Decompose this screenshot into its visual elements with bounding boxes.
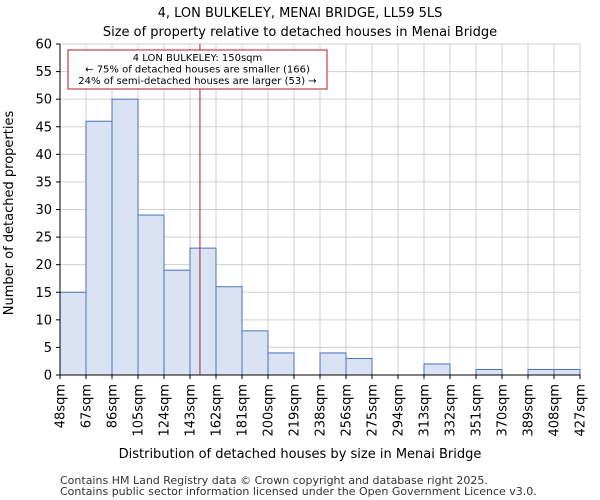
y-tick-label: 20 xyxy=(35,258,52,273)
bar xyxy=(267,352,295,376)
y-tick-label: 50 xyxy=(35,93,52,108)
y-tick-label: 45 xyxy=(35,120,52,135)
bar xyxy=(345,357,373,376)
y-tick-label: 0 xyxy=(44,369,52,384)
x-tick-label: 332sqm xyxy=(444,384,459,437)
footer-line-1: Contains HM Land Registry data © Crown c… xyxy=(60,474,488,487)
y-tick-label: 40 xyxy=(35,148,52,163)
annotation-line: ← 75% of detached houses are smaller (16… xyxy=(85,65,310,76)
chart-title: 4, LON BULKELEY, MENAI BRIDGE, LL59 5LS xyxy=(158,6,443,21)
y-tick-label: 10 xyxy=(35,313,52,328)
annotation-line: 24% of semi-detached houses are larger (… xyxy=(78,76,316,87)
bar xyxy=(475,368,503,376)
x-tick-label: 200sqm xyxy=(262,384,277,437)
y-tick-label: 55 xyxy=(35,65,52,80)
y-tick-label: 30 xyxy=(35,203,52,218)
bar xyxy=(85,120,113,376)
x-tick-label: 408sqm xyxy=(548,384,563,437)
bar xyxy=(111,98,139,376)
bar xyxy=(163,269,191,376)
x-tick-label: 219sqm xyxy=(288,384,303,437)
bar xyxy=(189,247,217,376)
bar xyxy=(319,352,347,376)
x-tick-label: 313sqm xyxy=(418,384,433,437)
x-tick-label: 389sqm xyxy=(522,384,537,437)
bar xyxy=(59,291,87,376)
x-tick-label: 67sqm xyxy=(80,384,95,428)
bars xyxy=(59,98,581,376)
y-tick-label: 25 xyxy=(35,231,52,246)
y-tick-label: 60 xyxy=(35,38,52,53)
footer-line-2: Contains public sector information licen… xyxy=(60,485,537,498)
x-axis-label: Distribution of detached houses by size … xyxy=(119,447,482,462)
bar xyxy=(553,368,581,376)
bar xyxy=(527,368,555,376)
y-tick-label: 15 xyxy=(35,286,52,301)
x-tick-label: 143sqm xyxy=(184,384,199,437)
x-tick-label: 256sqm xyxy=(340,384,355,437)
chart-subtitle: Size of property relative to detached ho… xyxy=(103,25,497,40)
x-tick-labels: 48sqm 67sqm 86sqm 105sqm 124sqm 143sqm 162sqm 1… xyxy=(54,375,589,437)
bar xyxy=(137,214,165,376)
y-tick-label: 5 xyxy=(44,341,52,356)
bar xyxy=(423,363,451,376)
x-tick-label: 48sqm xyxy=(54,384,69,428)
x-tick-label: 238sqm xyxy=(314,384,329,437)
property-marker: 4 LON BULKELEY: 150sqm← 75% of detached … xyxy=(67,44,328,375)
bar xyxy=(241,330,269,376)
x-tick-label: 162sqm xyxy=(210,384,225,437)
x-tick-label: 275sqm xyxy=(366,384,381,437)
annotation-box xyxy=(67,49,328,90)
x-tick-label: 294sqm xyxy=(392,384,407,437)
bar xyxy=(215,286,243,376)
x-tick-label: 427sqm xyxy=(574,384,589,437)
x-tick-label: 86sqm xyxy=(106,384,121,428)
x-tick-label: 124sqm xyxy=(158,384,173,437)
annotation-line: 4 LON BULKELEY: 150sqm xyxy=(133,53,263,64)
x-tick-label: 351sqm xyxy=(470,384,485,437)
y-tick-label: 35 xyxy=(35,175,52,190)
y-tick-labels: 0 5 10 15 20 25 30 35 40 45 50 55 60 xyxy=(35,38,60,384)
x-tick-label: 181sqm xyxy=(236,384,251,437)
y-axis-label: Number of detached properties xyxy=(2,111,17,316)
x-tick-label: 370sqm xyxy=(496,384,511,437)
x-tick-label: 105sqm xyxy=(132,384,147,437)
